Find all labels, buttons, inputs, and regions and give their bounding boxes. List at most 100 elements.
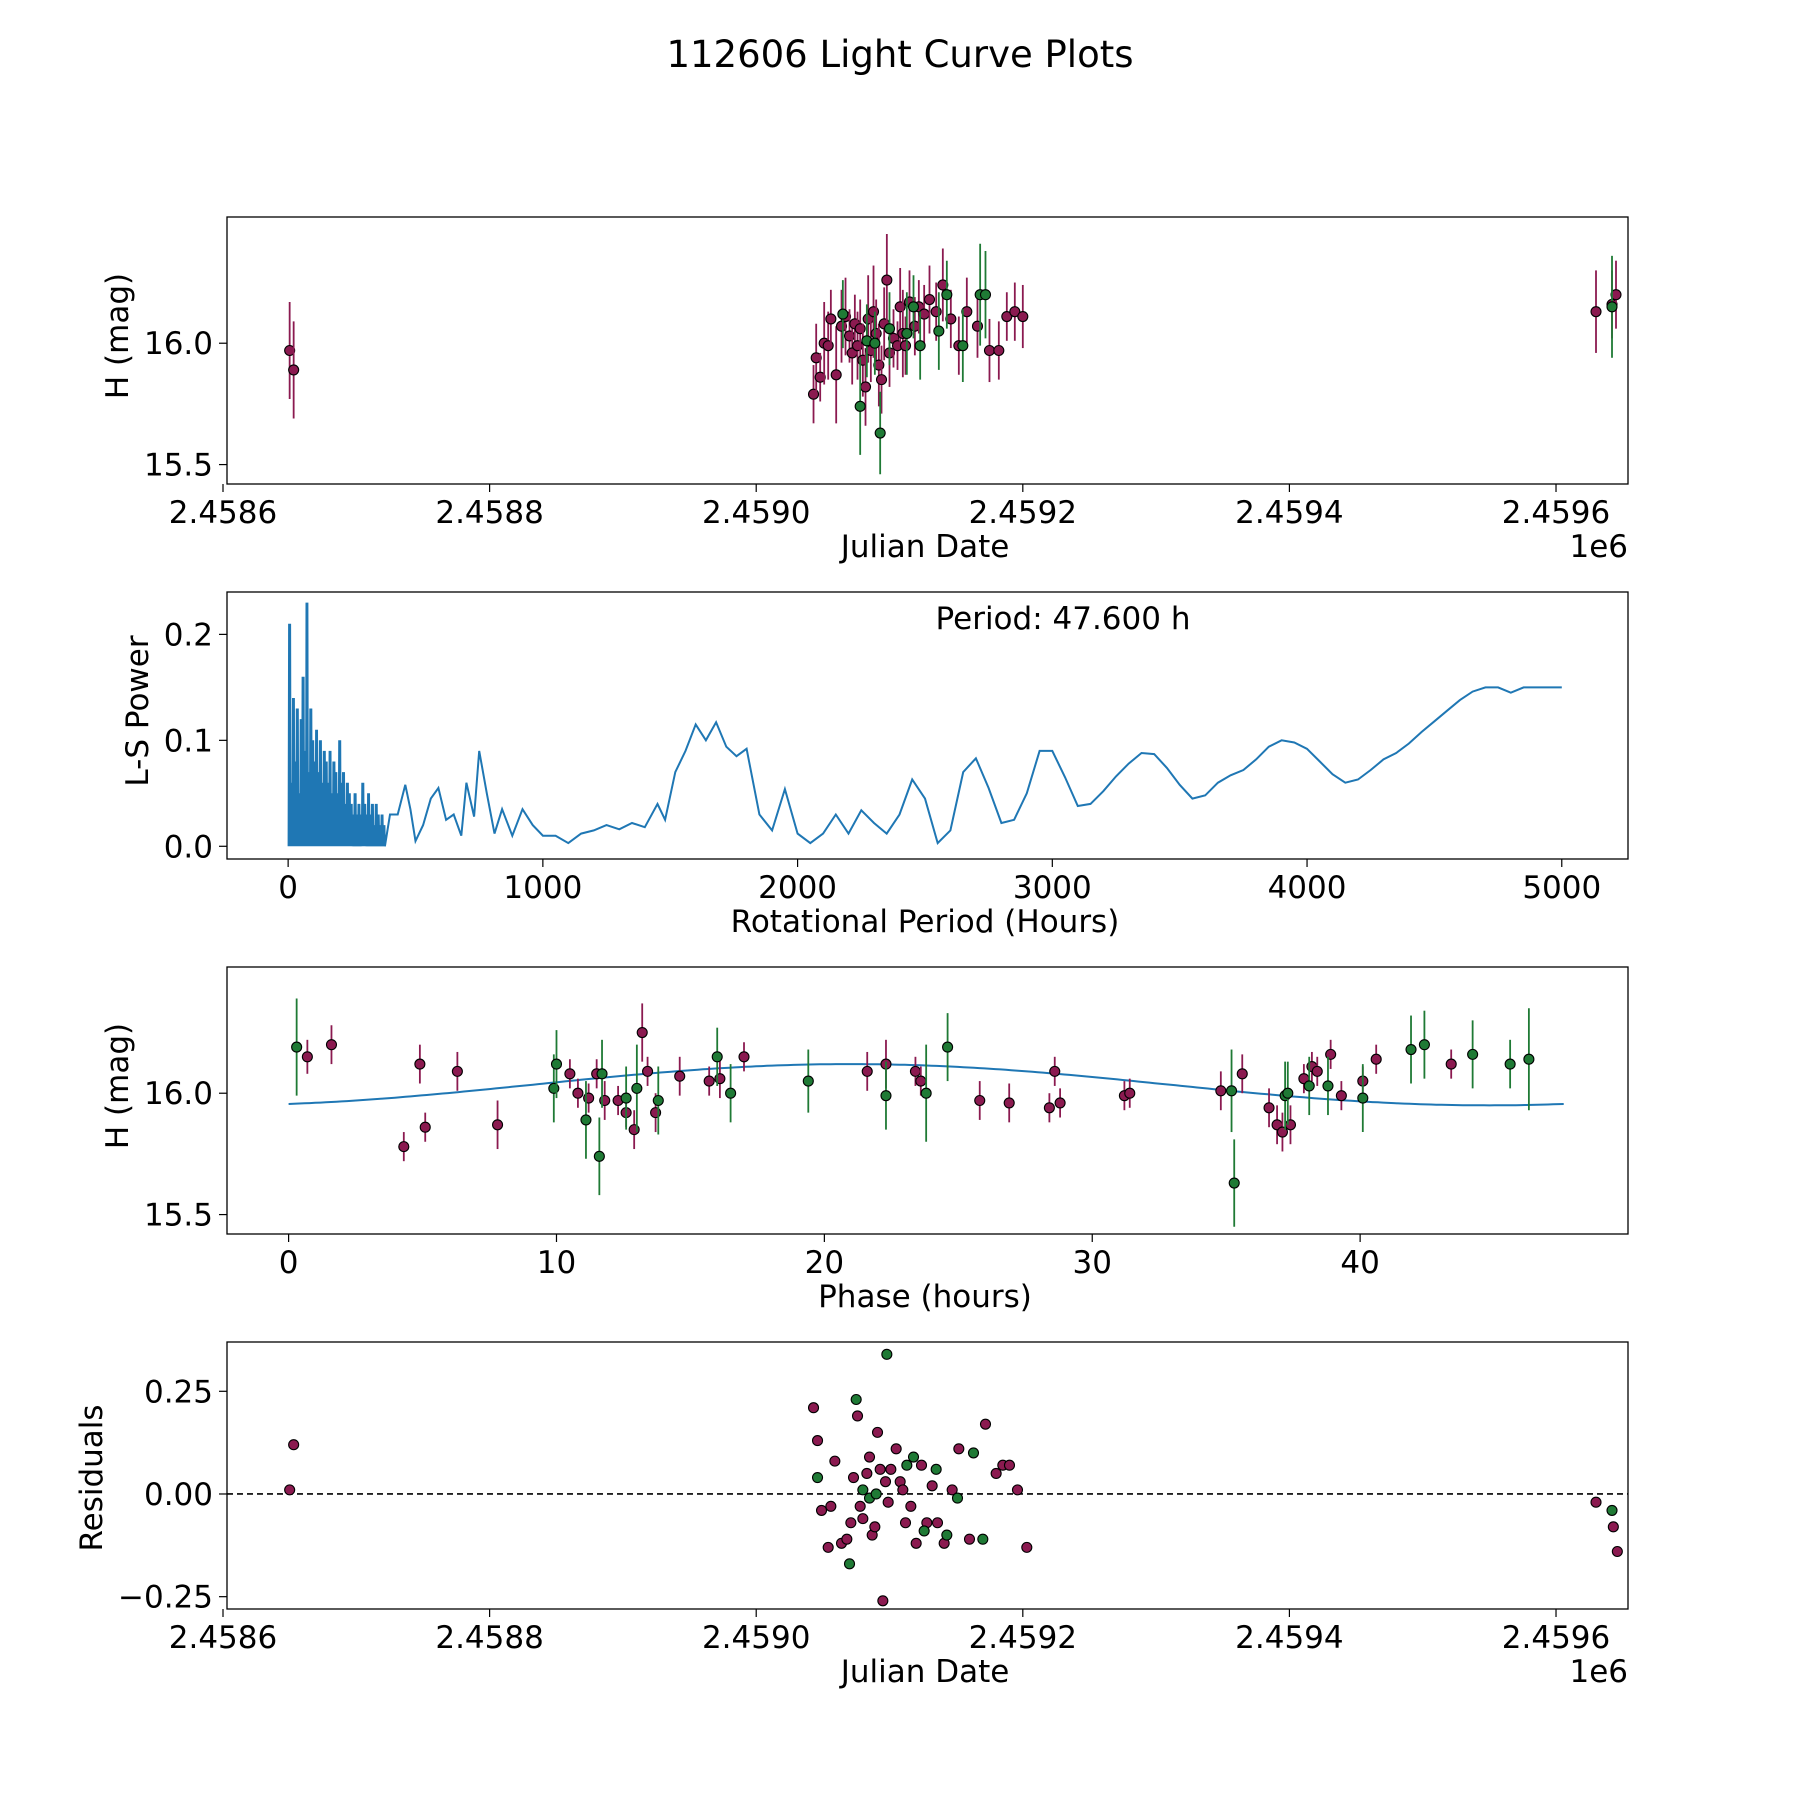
lc-point xyxy=(1610,289,1622,301)
res-point xyxy=(897,1484,909,1496)
lc-point xyxy=(830,369,842,381)
res-series-magenta xyxy=(284,1402,1623,1607)
ph-ticks: 0 10 20 30 40 15.5 16.0 xyxy=(144,1076,1380,1281)
res-point xyxy=(890,1443,902,1455)
res-point xyxy=(910,1537,922,1549)
res-point xyxy=(1003,1459,1016,1471)
ph-point xyxy=(636,1026,648,1039)
lc-point xyxy=(814,371,826,383)
panel-periodogram: Rotational Period (Hours) L-S Power Peri… xyxy=(120,591,1629,940)
ph-point xyxy=(1236,1068,1248,1080)
lc-point xyxy=(837,308,849,320)
ph-point xyxy=(738,1051,750,1063)
res-point xyxy=(941,1529,953,1541)
res-point xyxy=(926,1480,938,1492)
ph-point xyxy=(1225,1085,1238,1097)
lc-ytick-label: 15.5 xyxy=(144,448,213,484)
ph-series-green xyxy=(291,998,1535,1227)
ph-point xyxy=(1054,1097,1066,1109)
res-point xyxy=(851,1410,864,1422)
ph-xtick-label: 0 xyxy=(279,1245,299,1281)
panel-phase-xlabel: Phase (hours) xyxy=(818,1279,1032,1315)
lc-point xyxy=(810,352,822,364)
res-point xyxy=(288,1439,300,1451)
res-point xyxy=(1606,1504,1618,1516)
ph-point xyxy=(291,1041,303,1053)
lc-frame xyxy=(226,216,1629,485)
res-xtick-label: 2.4586 xyxy=(169,1620,277,1656)
ph-point xyxy=(909,1065,921,1077)
res-point xyxy=(284,1484,296,1496)
ph-point xyxy=(652,1094,664,1107)
ph-xtick-label: 30 xyxy=(1073,1245,1112,1281)
lc-xtick-label: 2.4592 xyxy=(969,495,1077,531)
ph-point xyxy=(915,1075,927,1087)
ph-point xyxy=(1003,1097,1015,1109)
res-ticks: 2.4586 2.4588 2.4590 2.4592 2.4594 2.4596 −0.2… xyxy=(118,1374,1610,1656)
panel-residuals-offset-label: 1e6 xyxy=(1569,1654,1628,1690)
lc-point xyxy=(941,289,953,301)
panel-phase-ylabel: H (mag) xyxy=(100,1023,136,1149)
res-ytick-label: 0.25 xyxy=(144,1374,213,1410)
panel-periodogram-xlabel: Rotational Period (Hours) xyxy=(731,904,1120,940)
res-point xyxy=(811,1472,824,1484)
lc-point xyxy=(907,301,920,313)
ph-point xyxy=(572,1087,584,1099)
ph-xtick-label: 40 xyxy=(1340,1245,1379,1281)
ph-point xyxy=(1263,1102,1275,1114)
ph-point xyxy=(580,1114,592,1126)
res-point xyxy=(829,1455,841,1467)
res-point xyxy=(822,1541,834,1553)
res-point xyxy=(1590,1496,1602,1508)
lc-point xyxy=(869,337,881,349)
ph-point xyxy=(1303,1080,1315,1092)
ls-ytick-label: 0.1 xyxy=(164,723,213,759)
res-point xyxy=(953,1443,965,1455)
lc-point xyxy=(1009,306,1021,318)
ph-ytick-label: 16.0 xyxy=(144,1076,213,1112)
res-point xyxy=(870,1488,882,1500)
ls-ytick-label: 0.2 xyxy=(164,617,213,653)
res-point xyxy=(874,1463,886,1475)
res-point xyxy=(931,1517,944,1529)
ph-point xyxy=(1467,1048,1479,1060)
ph-point xyxy=(1504,1058,1516,1070)
ph-ytick-label: 15.5 xyxy=(144,1198,213,1234)
res-point xyxy=(857,1484,869,1496)
res-point xyxy=(863,1451,876,1463)
res-point xyxy=(967,1447,980,1459)
lc-point xyxy=(983,344,996,357)
res-point xyxy=(815,1504,828,1516)
res-point xyxy=(871,1426,884,1438)
ph-point xyxy=(1370,1053,1382,1065)
res-point xyxy=(918,1525,930,1537)
ph-point xyxy=(398,1141,410,1153)
res-points xyxy=(227,1348,1628,1607)
lc-point xyxy=(914,340,926,352)
lc-point xyxy=(1590,306,1602,318)
panel-phase: Phase (hours) H (mag) 0 10 20 30 40 15.5 16.0 xyxy=(100,966,1629,1315)
ph-point xyxy=(1124,1087,1136,1099)
ph-point xyxy=(880,1090,892,1102)
res-point xyxy=(869,1521,881,1533)
ph-point xyxy=(1322,1080,1334,1092)
ph-point xyxy=(920,1087,932,1099)
res-point xyxy=(807,1402,820,1414)
ph-point xyxy=(620,1092,632,1104)
lc-point xyxy=(901,327,913,340)
lc-ytick-label: 16.0 xyxy=(144,326,213,362)
lc-point xyxy=(835,320,848,332)
panel-residuals-ylabel: Residuals xyxy=(74,1404,110,1551)
res-point xyxy=(946,1484,958,1496)
res-ytick-label: 0.00 xyxy=(144,1477,213,1513)
res-point xyxy=(879,1476,892,1488)
figure-title: 112606 Light Curve Plots xyxy=(666,33,1133,76)
ph-point xyxy=(802,1075,814,1087)
lc-point xyxy=(859,381,872,393)
lc-point xyxy=(957,340,969,352)
res-point xyxy=(882,1496,894,1508)
ph-point xyxy=(1215,1085,1227,1097)
lc-point xyxy=(899,340,912,352)
ph-xtick-label: 10 xyxy=(537,1245,576,1281)
ph-point xyxy=(301,1051,313,1063)
